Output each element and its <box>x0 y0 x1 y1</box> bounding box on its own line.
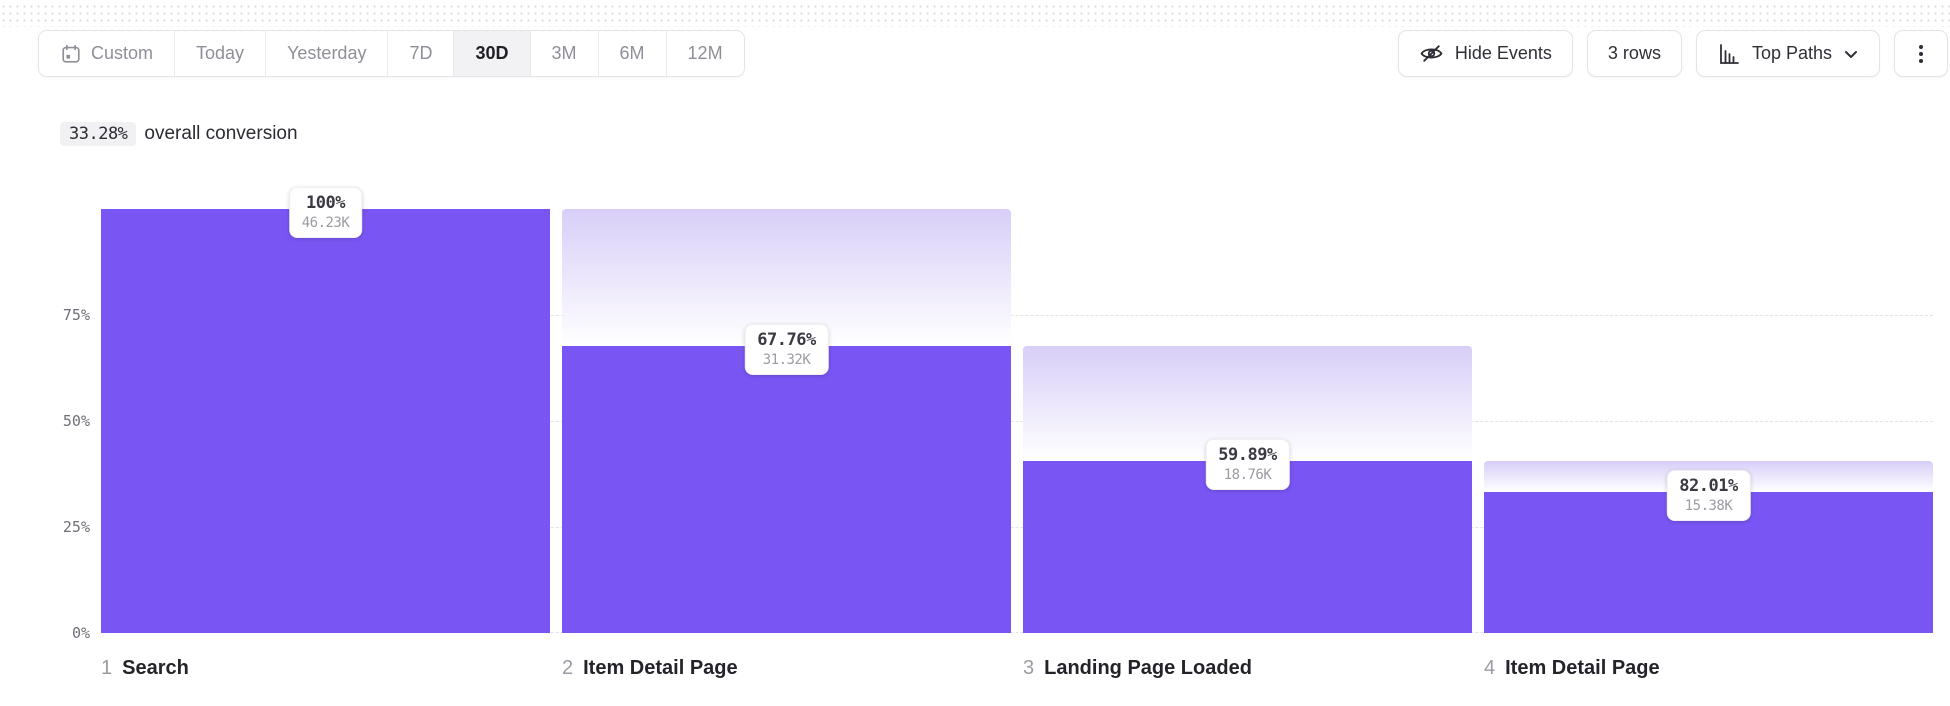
step-labels: 1 Search 2 Item Detail Page 3 Landing Pa… <box>101 657 1933 680</box>
date-range-label: 30D <box>475 43 509 63</box>
step-label-4[interactable]: 4 Item Detail Page <box>1484 657 1933 680</box>
gridline-0 <box>101 632 1933 633</box>
step-label-2[interactable]: 2 Item Detail Page <box>562 657 1011 680</box>
canvas-dot-grid <box>0 3 1950 27</box>
calendar-icon <box>60 43 82 65</box>
funnel-dropoff-area <box>562 209 1011 346</box>
hide-events-button[interactable]: Hide Events <box>1397 30 1573 77</box>
date-range-selector: Custom Today Yesterday 7D 30D 3M 6M 12M <box>38 30 745 77</box>
step-count: 31.32K <box>762 351 811 368</box>
date-range-label: 7D <box>409 43 433 63</box>
step-conversion-pct: 67.76% <box>757 329 816 350</box>
step-conversion-pct: 100% <box>306 193 345 213</box>
funnel-bar[interactable] <box>562 345 1011 633</box>
date-range-6m[interactable]: 6M <box>598 31 667 76</box>
date-range-7d[interactable]: 7D <box>388 31 455 76</box>
date-range-today[interactable]: Today <box>175 31 267 76</box>
gridline-75 <box>101 315 1933 316</box>
kebab-menu-icon <box>1911 43 1931 65</box>
step-count: 18.76K <box>1223 466 1272 483</box>
overall-conversion: 33.28% overall conversion <box>60 122 298 146</box>
step-number: 1 <box>101 657 113 679</box>
date-range-custom[interactable]: Custom <box>39 31 176 76</box>
more-options-button[interactable] <box>1894 30 1948 77</box>
funnel-step-2: 67.76% 31.32K <box>562 209 1011 633</box>
date-range-label: Custom <box>91 43 154 63</box>
step-name: Item Detail Page <box>583 657 738 679</box>
step-label-1[interactable]: 1 Search <box>101 657 550 680</box>
eye-off-icon <box>1419 41 1444 66</box>
y-axis-tick: 0% <box>71 624 90 642</box>
step-number: 4 <box>1484 657 1496 679</box>
date-range-3m[interactable]: 3M <box>530 31 599 76</box>
date-range-yesterday[interactable]: Yesterday <box>266 31 389 76</box>
step-count: 15.38K <box>1684 497 1733 514</box>
date-range-12m[interactable]: 12M <box>666 31 744 76</box>
step-name: Landing Page Loaded <box>1044 657 1252 679</box>
step-conversion-pct: 82.01% <box>1679 475 1738 496</box>
y-axis-tick: 50% <box>62 412 90 430</box>
overall-conversion-rate: 33.28% <box>60 122 137 146</box>
step-name: Search <box>122 657 189 679</box>
step-conversion-pct: 59.89% <box>1218 444 1277 465</box>
step-name: Item Detail Page <box>1505 657 1660 679</box>
date-range-30d[interactable]: 30D <box>454 31 531 76</box>
step-number: 2 <box>562 657 574 679</box>
overall-conversion-text: overall conversion <box>144 123 298 144</box>
funnel-value-label: 59.89% 18.76K <box>1205 438 1290 490</box>
top-paths-button[interactable]: Top Paths <box>1695 30 1880 77</box>
bar-chart-icon <box>1717 42 1741 66</box>
toolbar: Custom Today Yesterday 7D 30D 3M 6M 12M … <box>38 30 1948 77</box>
top-paths-label: Top Paths <box>1751 43 1832 63</box>
rows-count-button[interactable]: 3 rows <box>1586 30 1682 77</box>
funnel-bar[interactable] <box>101 209 550 633</box>
y-axis-tick: 75% <box>62 306 90 324</box>
funnel-step-1: 100% 46.23K <box>101 187 550 633</box>
funnel-columns: 100% 46.23K 67.76% 31.32K 59.89% 18.76K <box>101 187 1933 633</box>
step-label-3[interactable]: 3 Landing Page Loaded <box>1023 657 1472 680</box>
date-range-label: 3M <box>551 43 577 63</box>
gridline-25 <box>101 527 1933 528</box>
step-number: 3 <box>1023 657 1035 679</box>
funnel-step-4: 82.01% 15.38K <box>1484 209 1933 633</box>
chevron-down-icon <box>1843 46 1859 62</box>
funnel-value-label: 67.76% 31.32K <box>744 323 829 375</box>
date-range-label: Today <box>196 43 245 63</box>
hide-events-label: Hide Events <box>1454 43 1552 63</box>
funnel-step-3: 59.89% 18.76K <box>1023 209 1472 633</box>
date-range-label: 6M <box>619 43 645 63</box>
step-count: 46.23K <box>301 215 350 231</box>
toolbar-right: Hide Events 3 rows Top Paths <box>1397 30 1948 77</box>
y-axis-tick: 25% <box>62 518 90 536</box>
funnel-value-label: 82.01% 15.38K <box>1666 469 1751 521</box>
date-range-label: Yesterday <box>287 43 367 63</box>
gridline-50 <box>101 421 1933 422</box>
rows-count-label: 3 rows <box>1607 43 1661 63</box>
funnel-plot: 100% 46.23K 67.76% 31.32K 59.89% 18.76K <box>101 187 1933 633</box>
date-range-label: 12M <box>687 43 723 63</box>
funnel-value-label: 100% 46.23K <box>288 187 363 238</box>
